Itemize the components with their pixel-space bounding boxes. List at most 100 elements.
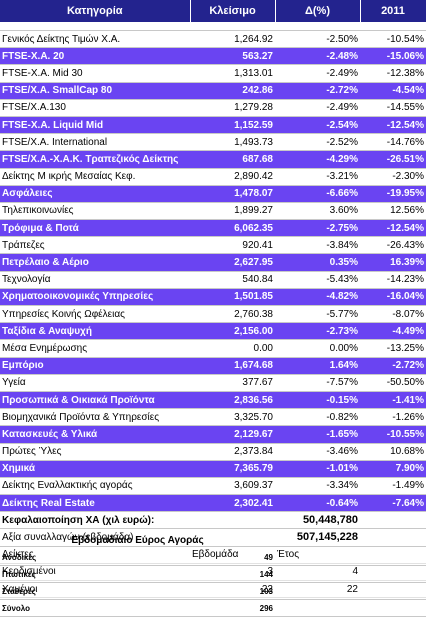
volume-empty[interactable]: [190, 528, 275, 547]
row-change-cell[interactable]: -2.52%: [275, 133, 360, 152]
row-close-cell[interactable]: 1,264.92: [190, 30, 275, 49]
row-change-cell[interactable]: 0.00%: [275, 339, 360, 358]
unchanged-empty-2[interactable]: [360, 582, 426, 600]
row-close-cell[interactable]: 1,152.59: [190, 116, 275, 135]
row-name-cell[interactable]: FTSE/X.A. International: [0, 133, 190, 152]
row-name-cell[interactable]: Υπηρεσίες Κοινής Ωφέλειας: [0, 305, 190, 324]
row-change-cell[interactable]: -1.65%: [275, 425, 360, 444]
row-name-cell[interactable]: FTSE-X.A. 20: [0, 47, 190, 66]
row-name-cell[interactable]: FTSE/X.A.-X.A.K. Τραπεζικός Δείκτης: [0, 150, 190, 169]
row-ytd-cell[interactable]: -10.54%: [360, 30, 426, 49]
row-close-cell[interactable]: 3,609.37: [190, 477, 275, 496]
row-ytd-cell[interactable]: -10.55%: [360, 425, 426, 444]
total-label[interactable]: Σύνολο: [0, 599, 190, 617]
row-change-cell[interactable]: -4.82%: [275, 288, 360, 307]
row-ytd-cell[interactable]: -2.72%: [360, 357, 426, 375]
row-name-cell[interactable]: Ταξίδια & Αναψυχή: [0, 322, 190, 341]
row-ytd-cell[interactable]: -12.54%: [360, 116, 426, 135]
row-close-cell[interactable]: 920.41: [190, 236, 275, 255]
row-close-cell[interactable]: 2,627.95: [190, 253, 275, 272]
declines-empty[interactable]: [275, 565, 361, 583]
volume-value[interactable]: 507,145,228: [275, 528, 360, 547]
row-name-cell[interactable]: Βιομηχανικά Προϊόντα & Υπηρεσίες: [0, 408, 190, 427]
row-change-cell[interactable]: -0.64%: [275, 494, 360, 513]
row-ytd-cell[interactable]: -7.64%: [360, 494, 426, 513]
unchanged-empty[interactable]: [275, 582, 361, 600]
row-change-cell[interactable]: -3.21%: [275, 168, 360, 186]
total-value[interactable]: 296: [190, 599, 276, 617]
row-close-cell[interactable]: 0.00: [190, 339, 275, 358]
spacer-cell[interactable]: [0, 22, 426, 31]
row-close-cell[interactable]: 2,890.42: [190, 168, 275, 186]
row-ytd-cell[interactable]: 12.56%: [360, 202, 426, 221]
volume-label[interactable]: Αξία συναλλαγών (εβδομάδα): [0, 528, 190, 547]
unchanged-label[interactable]: Σταθερές: [0, 582, 190, 600]
row-ytd-cell[interactable]: -13.25%: [360, 339, 426, 358]
row-ytd-cell[interactable]: -2.30%: [360, 168, 426, 186]
row-change-cell[interactable]: -3.46%: [275, 443, 360, 461]
row-ytd-cell[interactable]: -14.76%: [360, 133, 426, 152]
row-change-cell[interactable]: -0.82%: [275, 408, 360, 427]
row-close-cell[interactable]: 3,325.70: [190, 408, 275, 427]
row-change-cell[interactable]: -6.66%: [275, 185, 360, 203]
row-change-cell[interactable]: -4.29%: [275, 150, 360, 169]
row-ytd-cell[interactable]: -16.04%: [360, 288, 426, 307]
unchanged-value[interactable]: 103: [190, 582, 276, 600]
cap-empty-2[interactable]: [360, 511, 426, 530]
row-change-cell[interactable]: -1.01%: [275, 460, 360, 478]
header-category[interactable]: Κατηγορία: [0, 0, 191, 22]
row-ytd-cell[interactable]: -1.41%: [360, 391, 426, 410]
row-close-cell[interactable]: 563.27: [190, 47, 275, 66]
row-ytd-cell[interactable]: -12.54%: [360, 219, 426, 238]
row-change-cell[interactable]: -2.75%: [275, 219, 360, 238]
row-change-cell[interactable]: 1.64%: [275, 357, 360, 375]
row-name-cell[interactable]: Κατασκευές & Υλικά: [0, 425, 190, 444]
advances-empty[interactable]: [275, 549, 361, 566]
row-close-cell[interactable]: 242.86: [190, 82, 275, 100]
header-close[interactable]: Κλείσιμο: [190, 0, 276, 22]
row-change-cell[interactable]: -2.49%: [275, 64, 360, 83]
row-name-cell[interactable]: Δείκτης Μ ικρής Μεσαίας Κεφ.: [0, 168, 190, 186]
advances-value[interactable]: 49: [190, 549, 276, 566]
row-name-cell[interactable]: Πετρέλαιο & Αέριο: [0, 253, 190, 272]
row-close-cell[interactable]: 1,493.73: [190, 133, 275, 152]
row-name-cell[interactable]: FTSE-X.A. Liquid Mid: [0, 116, 190, 135]
row-ytd-cell[interactable]: -14.55%: [360, 99, 426, 117]
header-ytd[interactable]: 2011: [360, 0, 426, 22]
row-name-cell[interactable]: Μέσα Ενημέρωσης: [0, 339, 190, 358]
row-close-cell[interactable]: 6,062.35: [190, 219, 275, 238]
row-close-cell[interactable]: 1,674.68: [190, 357, 275, 375]
row-change-cell[interactable]: 0.35%: [275, 253, 360, 272]
row-ytd-cell[interactable]: -15.06%: [360, 47, 426, 66]
row-close-cell[interactable]: 687.68: [190, 150, 275, 169]
row-name-cell[interactable]: Τηλεπικοινωνίες: [0, 202, 190, 221]
cap-label[interactable]: Κεφαλαιοποίηση ΧΑ (χιλ ευρώ):: [0, 511, 190, 530]
row-name-cell[interactable]: Προσωπικά & Οικιακά Προϊόντα: [0, 391, 190, 410]
row-change-cell[interactable]: -3.34%: [275, 477, 360, 496]
row-ytd-cell[interactable]: -1.26%: [360, 408, 426, 427]
row-change-cell[interactable]: -5.43%: [275, 271, 360, 289]
row-change-cell[interactable]: -0.15%: [275, 391, 360, 410]
row-close-cell[interactable]: 377.67: [190, 374, 275, 392]
row-close-cell[interactable]: 540.84: [190, 271, 275, 289]
row-close-cell[interactable]: 2,302.41: [190, 494, 275, 513]
row-name-cell[interactable]: Γενικός Δείκτης Τιμών Χ.Α.: [0, 30, 190, 49]
row-ytd-cell[interactable]: -4.49%: [360, 322, 426, 341]
declines-value[interactable]: 144: [190, 565, 276, 583]
row-name-cell[interactable]: FTSE/X.A.130: [0, 99, 190, 117]
total-empty[interactable]: [275, 599, 361, 617]
row-change-cell[interactable]: -7.57%: [275, 374, 360, 392]
row-name-cell[interactable]: Πρώτες Ύλες: [0, 443, 190, 461]
row-close-cell[interactable]: 1,279.28: [190, 99, 275, 117]
row-name-cell[interactable]: Δείκτης Real Estate: [0, 494, 190, 513]
advances-empty-2[interactable]: [360, 549, 426, 566]
row-ytd-cell[interactable]: -50.50%: [360, 374, 426, 392]
row-change-cell[interactable]: -2.49%: [275, 99, 360, 117]
row-close-cell[interactable]: 2,373.84: [190, 443, 275, 461]
row-change-cell[interactable]: -3.84%: [275, 236, 360, 255]
row-close-cell[interactable]: 2,156.00: [190, 322, 275, 341]
row-close-cell[interactable]: 2,760.38: [190, 305, 275, 324]
row-change-cell[interactable]: 3.60%: [275, 202, 360, 221]
row-name-cell[interactable]: Εμπόριο: [0, 357, 190, 375]
row-ytd-cell[interactable]: -19.95%: [360, 185, 426, 203]
